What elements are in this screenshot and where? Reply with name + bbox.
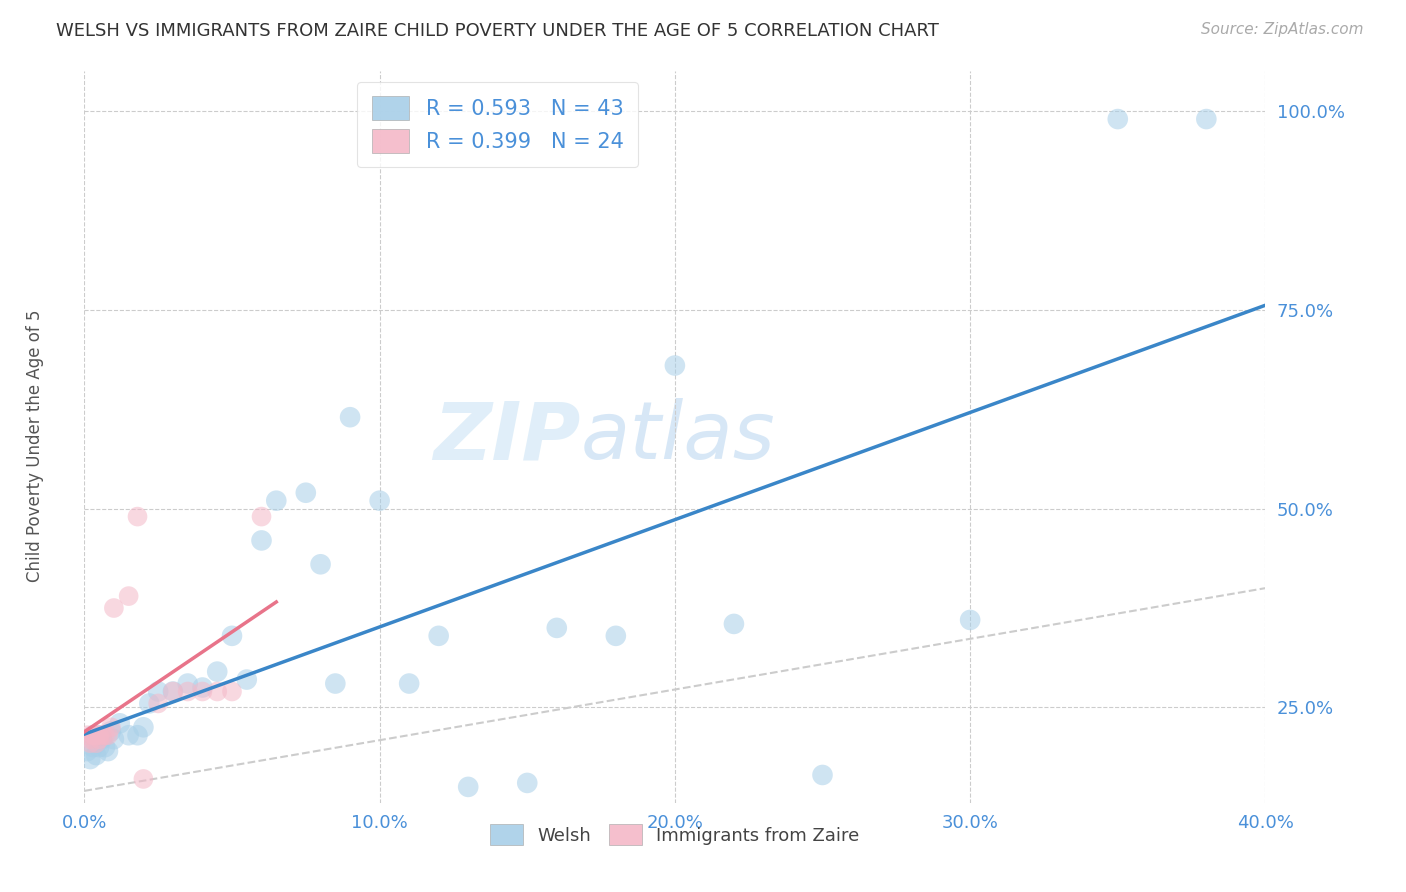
Point bbox=[250, 509, 273, 524]
Point bbox=[221, 684, 243, 698]
Point bbox=[516, 776, 538, 790]
Point bbox=[295, 485, 318, 500]
Point bbox=[76, 744, 98, 758]
Point bbox=[325, 676, 347, 690]
Point bbox=[427, 629, 450, 643]
Point bbox=[191, 681, 214, 695]
Point bbox=[162, 684, 184, 698]
Point bbox=[339, 410, 361, 425]
Point bbox=[127, 728, 149, 742]
Point bbox=[457, 780, 479, 794]
Point bbox=[546, 621, 568, 635]
Point bbox=[1195, 112, 1218, 126]
Point bbox=[723, 616, 745, 631]
Point bbox=[82, 728, 104, 742]
Point bbox=[82, 728, 104, 742]
Point bbox=[79, 752, 101, 766]
Point bbox=[84, 736, 107, 750]
Point bbox=[97, 728, 120, 742]
Point bbox=[177, 676, 200, 690]
Point bbox=[103, 732, 125, 747]
Point bbox=[87, 728, 111, 742]
Point bbox=[162, 684, 184, 698]
Point bbox=[138, 697, 160, 711]
Point bbox=[959, 613, 981, 627]
Point bbox=[250, 533, 273, 548]
Legend: Welsh, Immigrants from Zaire: Welsh, Immigrants from Zaire bbox=[484, 817, 866, 852]
Point bbox=[91, 732, 114, 747]
Text: atlas: atlas bbox=[581, 398, 775, 476]
Point bbox=[368, 493, 391, 508]
Point bbox=[207, 684, 229, 698]
Point bbox=[94, 740, 117, 755]
Point bbox=[207, 665, 229, 679]
Point bbox=[148, 697, 170, 711]
Point bbox=[605, 629, 627, 643]
Point bbox=[118, 589, 141, 603]
Point bbox=[82, 740, 104, 755]
Point bbox=[266, 493, 288, 508]
Point bbox=[79, 732, 101, 747]
Point bbox=[82, 728, 104, 742]
Point bbox=[76, 728, 98, 742]
Point bbox=[84, 748, 107, 763]
Point bbox=[127, 509, 149, 524]
Point bbox=[103, 601, 125, 615]
Point bbox=[221, 629, 243, 643]
Point bbox=[236, 673, 259, 687]
Point bbox=[100, 720, 122, 734]
Point bbox=[664, 359, 686, 373]
Point bbox=[811, 768, 834, 782]
Text: ZIP: ZIP bbox=[433, 398, 581, 476]
Point bbox=[191, 684, 214, 698]
Point bbox=[132, 772, 155, 786]
Point bbox=[84, 728, 107, 742]
Point bbox=[398, 676, 420, 690]
Point bbox=[87, 740, 111, 755]
Point bbox=[108, 716, 131, 731]
Point bbox=[87, 732, 111, 747]
Point bbox=[148, 684, 170, 698]
Point bbox=[100, 724, 122, 739]
Point bbox=[91, 728, 114, 742]
Point bbox=[1107, 112, 1129, 126]
Text: Child Poverty Under the Age of 5: Child Poverty Under the Age of 5 bbox=[27, 310, 44, 582]
Point bbox=[132, 720, 155, 734]
Point bbox=[118, 728, 141, 742]
Point bbox=[87, 728, 111, 742]
Text: WELSH VS IMMIGRANTS FROM ZAIRE CHILD POVERTY UNDER THE AGE OF 5 CORRELATION CHAR: WELSH VS IMMIGRANTS FROM ZAIRE CHILD POV… bbox=[56, 22, 939, 40]
Point bbox=[177, 684, 200, 698]
Point bbox=[94, 728, 117, 742]
Point bbox=[309, 558, 332, 572]
Point bbox=[79, 736, 101, 750]
Point bbox=[97, 744, 120, 758]
Text: Source: ZipAtlas.com: Source: ZipAtlas.com bbox=[1201, 22, 1364, 37]
